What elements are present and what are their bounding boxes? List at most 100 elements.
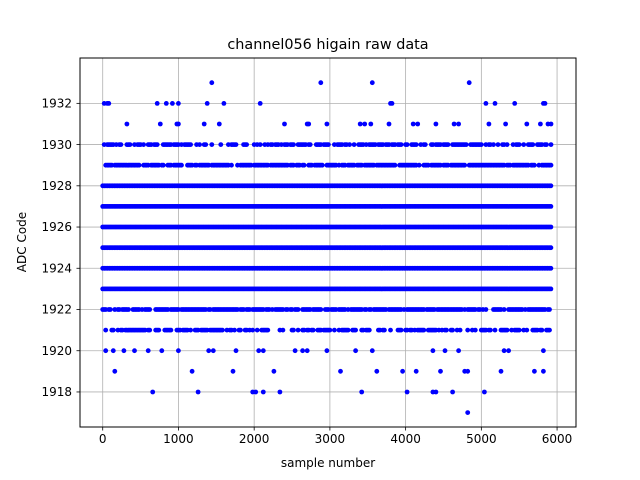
data-point	[295, 307, 301, 312]
data-point	[127, 142, 133, 148]
data-point	[221, 101, 227, 106]
data-point	[416, 162, 422, 168]
chart-title: channel056 higain raw data	[227, 37, 428, 53]
data-point	[301, 162, 307, 168]
data-point	[456, 121, 461, 127]
data-point	[413, 368, 419, 374]
data-point	[548, 142, 554, 148]
data-point	[532, 162, 537, 168]
data-point	[389, 101, 395, 106]
data-point	[156, 327, 162, 333]
data-point	[338, 368, 343, 374]
data-point	[257, 101, 263, 106]
data-point	[310, 327, 316, 333]
data-point	[306, 121, 312, 127]
x-tick-label: 6000	[542, 432, 573, 446]
data-point	[327, 327, 333, 333]
data-point	[318, 80, 324, 86]
data-point	[548, 286, 554, 292]
data-point	[238, 327, 243, 333]
data-point	[218, 142, 224, 148]
data-point	[201, 121, 207, 127]
data-point	[466, 80, 472, 86]
data-point	[265, 327, 271, 333]
data-point	[492, 101, 498, 106]
data-point	[465, 410, 471, 415]
data-point	[295, 327, 301, 333]
data-point	[292, 348, 298, 354]
y-tick-label: 1920	[41, 344, 72, 358]
data-point	[300, 348, 305, 354]
data-point	[491, 142, 496, 148]
data-point	[433, 389, 439, 395]
data-point	[124, 121, 130, 127]
y-tick-label: 1928	[41, 179, 72, 193]
data-point	[206, 348, 212, 354]
data-point	[147, 307, 153, 312]
data-point	[369, 348, 375, 354]
data-point	[369, 80, 375, 86]
data-point	[359, 389, 365, 395]
data-point	[147, 327, 153, 333]
data-point	[132, 348, 137, 354]
data-point	[277, 389, 283, 395]
data-point	[233, 348, 239, 354]
data-point	[457, 327, 463, 333]
data-point	[444, 327, 449, 333]
x-tick-label: 3000	[315, 432, 346, 446]
data-point	[103, 348, 109, 354]
data-point	[421, 327, 427, 333]
data-point	[203, 142, 209, 148]
data-point	[141, 142, 147, 148]
data-point	[539, 327, 545, 333]
data-point	[232, 327, 237, 333]
data-point	[332, 327, 337, 333]
data-point	[362, 121, 368, 127]
data-point	[160, 162, 166, 168]
data-point	[495, 142, 501, 148]
data-point	[229, 162, 234, 168]
data-point	[368, 121, 374, 127]
data-point	[121, 348, 127, 354]
y-tick-label: 1922	[41, 303, 72, 317]
data-point	[282, 121, 287, 127]
y-tick-label: 1924	[41, 261, 72, 275]
data-point	[462, 162, 468, 168]
data-point	[107, 307, 113, 312]
data-point	[404, 142, 410, 148]
data-point	[307, 142, 313, 148]
y-axis-label: ADC Code	[15, 212, 29, 272]
data-point	[163, 101, 169, 106]
data-point	[451, 121, 457, 127]
data-point	[112, 368, 118, 374]
data-point	[398, 142, 404, 148]
data-point	[438, 368, 443, 374]
data-point	[548, 204, 554, 209]
data-point	[498, 368, 504, 374]
data-point	[126, 307, 131, 312]
data-point	[413, 142, 419, 148]
data-point	[260, 389, 266, 395]
data-point	[257, 142, 263, 148]
data-point	[154, 142, 160, 148]
data-point	[430, 348, 436, 354]
data-point	[492, 327, 498, 333]
data-point	[488, 327, 493, 333]
data-point	[253, 389, 259, 395]
data-point	[233, 142, 239, 148]
data-point	[524, 121, 530, 127]
data-point	[541, 348, 546, 354]
plot-frame	[79, 57, 577, 428]
data-point	[353, 348, 358, 354]
data-point	[195, 389, 201, 395]
x-tick-label: 1000	[163, 432, 194, 446]
data-point	[386, 121, 392, 127]
data-point	[547, 307, 552, 312]
data-point	[254, 327, 260, 333]
data-point	[548, 183, 554, 189]
data-point	[516, 327, 522, 333]
data-point	[442, 348, 448, 354]
data-point	[347, 142, 352, 148]
data-point	[521, 142, 527, 148]
